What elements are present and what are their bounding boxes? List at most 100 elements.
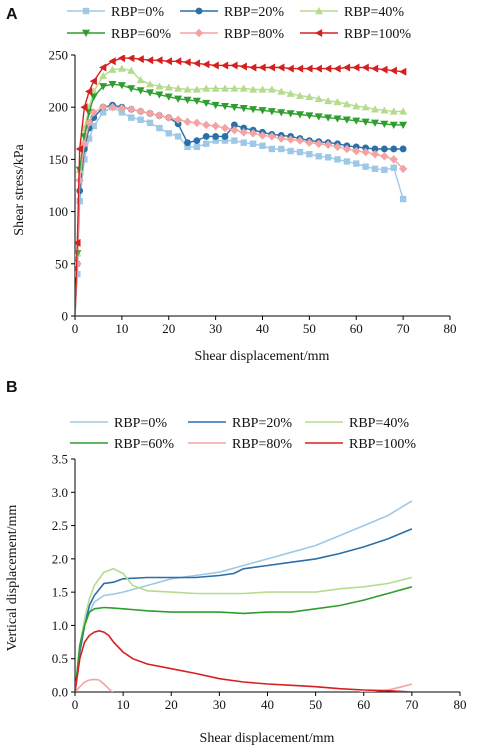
- data-point-a-rbp-100-14: [174, 57, 182, 66]
- data-point-a-rbp-40-36: [380, 106, 389, 114]
- data-point-a-rbp-20-18: [212, 133, 220, 140]
- data-point-a-rbp-0-30: [324, 154, 332, 161]
- data-point-a-rbp-100-12: [155, 56, 163, 65]
- data-point-a-rbp-0-35: [371, 165, 379, 172]
- data-point-a-rbp-40-20: [230, 84, 239, 92]
- data-point-a-rbp-60-30: [324, 114, 333, 122]
- legend-label-b-rbp-40: RBP=40%: [349, 416, 409, 431]
- legend-item-b-rbp-40: RBP=40%: [305, 416, 409, 431]
- data-point-a-rbp-100-4: [85, 87, 93, 96]
- data-point-a-rbp-80-32: [342, 144, 352, 154]
- data-point-a-rbp-100-32: [342, 63, 351, 72]
- data-point-a-rbp-0-22: [249, 140, 257, 147]
- data-point-a-rbp-60-36: [380, 120, 389, 128]
- legend-item-a-rbp-0: RBP=0%: [67, 5, 164, 20]
- data-point-a-rbp-100-30: [324, 64, 332, 73]
- data-point-a-rbp-80-31: [333, 142, 342, 152]
- x-tick-label-a-30: 30: [209, 321, 222, 336]
- data-point-a-rbp-100-22: [249, 63, 257, 72]
- data-point-a-rbp-20-35: [371, 145, 379, 153]
- data-point-a-rbp-60-22: [249, 106, 258, 114]
- y-tick-label-b-4: 2.0: [52, 551, 68, 566]
- panel-a: A RBP=0% RBP=20% RBP=40%RBP=60% RBP=80% RBP=…: [6, 5, 457, 364]
- data-point-a-rbp-40-16: [192, 85, 201, 93]
- panel-a-label: A: [6, 6, 18, 23]
- data-point-a-rbp-0-25: [278, 145, 285, 153]
- data-point-a-rbp-0-29: [315, 153, 322, 160]
- data-point-a-rbp-100-3: [80, 103, 88, 112]
- data-point-a-rbp-100-38: [399, 67, 407, 76]
- legend-marker-a-rbp-100: [315, 29, 323, 37]
- data-point-a-rbp-100-10: [136, 55, 144, 64]
- data-point-a-rbp-40-15: [183, 85, 192, 93]
- data-point-a-rbp-60-16: [192, 97, 201, 105]
- data-point-a-rbp-80-18: [211, 121, 220, 131]
- data-point-a-rbp-0-28: [306, 150, 313, 158]
- data-point-a-rbp-60-17: [202, 99, 211, 108]
- x-tick-label-a-20: 20: [162, 321, 175, 336]
- y-tick-label-b-0: 0.0: [52, 685, 68, 700]
- data-point-a-rbp-20-20: [230, 121, 238, 129]
- data-point-a-rbp-80-7: [108, 103, 117, 112]
- data-point-a-rbp-60-10: [136, 87, 145, 95]
- data-point-a-rbp-80-12: [155, 111, 164, 120]
- legend-label-a-rbp-20: RBP=20%: [224, 5, 284, 20]
- legend-item-b-rbp-80: RBP=80%: [188, 437, 292, 452]
- data-point-a-rbp-40-25: [277, 87, 286, 95]
- x-tick-label-a-0: 0: [72, 321, 79, 336]
- y-tick-label-b-7: 3.5: [52, 452, 68, 467]
- x-tick-label-b-30: 30: [213, 697, 226, 712]
- data-point-a-rbp-40-8: [117, 64, 126, 72]
- panel-b: B RBP=0% RBP=20% RBP=40%RBP=60% RBP=80% RBP=…: [5, 379, 467, 746]
- y-tick-label-b-2: 1.0: [52, 618, 68, 633]
- data-point-a-rbp-100-34: [361, 63, 369, 72]
- data-point-a-rbp-0-18: [212, 137, 219, 144]
- data-point-a-rbp-100-20: [230, 61, 238, 70]
- legend-marker-a-rbp-0: [82, 7, 90, 15]
- data-point-a-rbp-60-21: [239, 105, 248, 113]
- legend-b: RBP=0% RBP=20% RBP=40% RBP=60% RBP=80% RBP=10…: [70, 416, 416, 452]
- data-point-a-rbp-0-32: [343, 158, 351, 165]
- y-tick-label-b-5: 2.5: [52, 518, 68, 533]
- series-line-b-rbp-80: [75, 678, 413, 692]
- data-point-a-rbp-40-31: [333, 97, 342, 106]
- data-point-a-rbp-100-23: [258, 63, 266, 72]
- legend-label-a-rbp-100: RBP=100%: [344, 27, 411, 42]
- series-a-rbp-60: [75, 81, 408, 316]
- legend-marker-a-rbp-60: [82, 29, 90, 37]
- data-point-a-rbp-0-26: [287, 147, 294, 155]
- data-point-a-rbp-100-18: [211, 61, 219, 70]
- legend-label-b-rbp-80: RBP=80%: [232, 437, 292, 452]
- data-point-a-rbp-100-29: [314, 64, 322, 73]
- data-point-a-rbp-100-1: [75, 238, 81, 247]
- data-point-a-rbp-80-21: [239, 128, 248, 137]
- data-point-a-rbp-40-17: [202, 84, 211, 92]
- data-point-a-rbp-80-34: [361, 147, 370, 157]
- series-line-a-rbp-80: [75, 106, 404, 316]
- data-point-a-rbp-100-7: [108, 57, 116, 66]
- data-point-a-rbp-80-33: [352, 146, 361, 156]
- data-point-a-rbp-40-12: [155, 82, 164, 90]
- legend-item-a-rbp-20: RBP=20%: [180, 5, 284, 20]
- x-tick-label-b-20: 20: [165, 697, 178, 712]
- x-tick-label-b-60: 60: [357, 697, 370, 712]
- legend-marker-a-rbp-40: [315, 7, 323, 15]
- data-point-a-rbp-0-10: [137, 116, 144, 123]
- data-point-a-rbp-20-19: [221, 133, 229, 140]
- data-point-a-rbp-40-24: [267, 85, 276, 93]
- series-b-rbp-60: [75, 586, 413, 692]
- data-point-a-rbp-100-21: [239, 62, 247, 71]
- x-tick-label-b-40: 40: [261, 697, 274, 712]
- data-point-a-rbp-80-37: [389, 155, 398, 164]
- legend-marker-a-rbp-20: [195, 7, 203, 15]
- data-point-a-rbp-80-6: [98, 103, 108, 112]
- data-point-a-rbp-0-20: [231, 137, 238, 144]
- legend-item-b-rbp-0: RBP=0%: [70, 416, 167, 431]
- data-point-a-rbp-60-38: [399, 121, 408, 129]
- data-point-a-rbp-60-6: [99, 83, 108, 91]
- data-point-a-rbp-60-14: [174, 95, 183, 103]
- data-point-a-rbp-100-2: [75, 144, 83, 153]
- data-point-a-rbp-0-33: [353, 160, 360, 167]
- data-point-a-rbp-0-11: [146, 119, 154, 127]
- data-point-a-rbp-80-4: [84, 118, 94, 128]
